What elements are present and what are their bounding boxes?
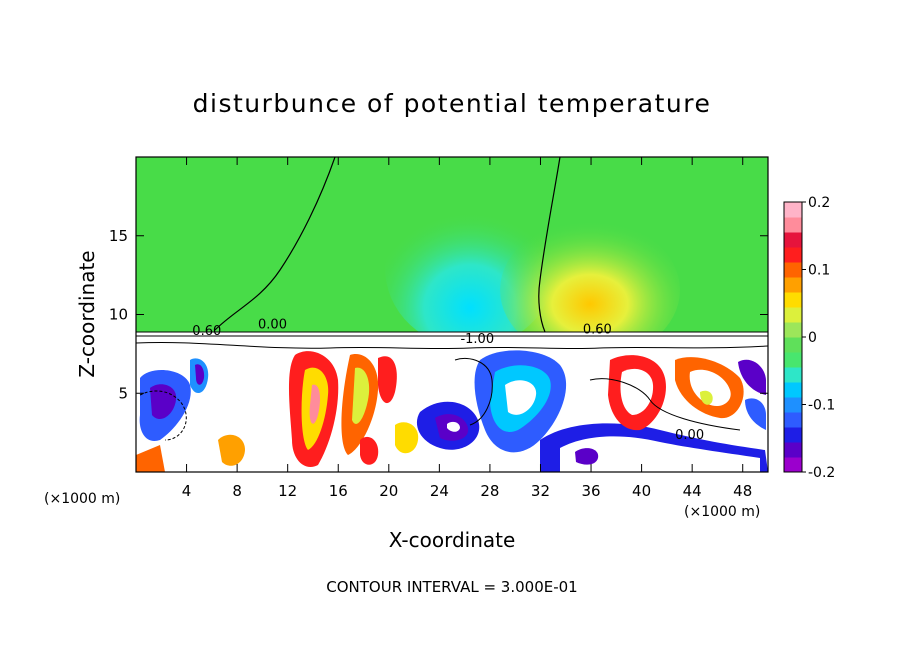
y-axis-ticks: 5 10 15 bbox=[109, 227, 768, 402]
x-tick-label: 40 bbox=[632, 482, 651, 500]
x-tick-label: 8 bbox=[232, 482, 242, 500]
colorbar-swatch bbox=[784, 307, 802, 323]
colorbar-tick-label: -0.2 bbox=[808, 465, 835, 481]
x-unit-left: (×1000 m) bbox=[44, 491, 120, 507]
x-axis-ticks: 4 8 12 16 20 24 28 32 36 40 44 48 bbox=[182, 157, 752, 500]
colorbar-tick-label: 0 bbox=[808, 330, 817, 346]
y-tick-label: 5 bbox=[118, 384, 128, 402]
colorbar-swatch bbox=[784, 367, 802, 383]
colorbar-swatch bbox=[784, 202, 802, 218]
contour-label: 0.60 bbox=[583, 322, 612, 337]
colorbar-swatch bbox=[784, 217, 802, 233]
colorbar-swatch bbox=[784, 442, 802, 458]
inversion-band bbox=[136, 332, 768, 342]
x-tick-label: 12 bbox=[278, 482, 297, 500]
colorbar-tick-label: 0.1 bbox=[808, 263, 830, 279]
colorbar-tick-label: 0.2 bbox=[808, 195, 830, 211]
x-axis-label: X-coordinate bbox=[389, 528, 516, 552]
x-tick-label: 48 bbox=[733, 482, 752, 500]
colorbar-swatch bbox=[784, 427, 802, 443]
x-tick-label: 28 bbox=[480, 482, 499, 500]
contour-lines bbox=[136, 157, 768, 441]
colorbar-swatch bbox=[784, 277, 802, 293]
colorbar-swatch bbox=[784, 262, 802, 278]
y-axis-label: Z-coordinate bbox=[75, 250, 99, 377]
colorbar-swatch bbox=[784, 322, 802, 338]
y-tick-label: 15 bbox=[109, 227, 128, 245]
x-tick-label: 20 bbox=[379, 482, 398, 500]
x-tick-label: 16 bbox=[329, 482, 348, 500]
contour-label: 0.00 bbox=[675, 428, 704, 443]
colorbar-swatch bbox=[784, 337, 802, 353]
chart-title: disturbunce of potential temperature bbox=[193, 89, 712, 118]
turbulence-patches bbox=[136, 350, 768, 472]
x-tick-label: 24 bbox=[430, 482, 449, 500]
contour-label: 0.60 bbox=[192, 324, 221, 339]
colorbar-swatch bbox=[784, 382, 802, 398]
plot-area bbox=[136, 157, 768, 472]
yellow-anomaly bbox=[500, 220, 680, 360]
x-tick-label: 32 bbox=[531, 482, 550, 500]
contour-interval: CONTOUR INTERVAL = 3.000E-01 bbox=[326, 578, 577, 596]
x-unit-right: (×1000 m) bbox=[684, 504, 760, 520]
colorbar-swatch bbox=[784, 397, 802, 413]
colorbar-swatch bbox=[784, 352, 802, 368]
contour-label: 0.00 bbox=[258, 318, 287, 333]
colorbar-tick-label: -0.1 bbox=[808, 398, 835, 414]
contour-labels: 0.60 0.00 -1.00 0.60 0.00 bbox=[192, 318, 704, 443]
colorbar-swatch bbox=[784, 412, 802, 428]
colorbar-swatch bbox=[784, 232, 802, 248]
y-tick-label: 10 bbox=[109, 306, 128, 324]
colorbar-swatch bbox=[784, 247, 802, 263]
colorbar-swatch bbox=[784, 292, 802, 308]
x-tick-label: 36 bbox=[581, 482, 600, 500]
colorbar-swatch bbox=[784, 457, 802, 473]
contour-label: -1.00 bbox=[460, 332, 494, 347]
x-tick-label: 44 bbox=[683, 482, 702, 500]
colorbar: 0.2 0.1 0 -0.1 -0.2 bbox=[783, 195, 835, 481]
x-tick-label: 4 bbox=[182, 482, 192, 500]
